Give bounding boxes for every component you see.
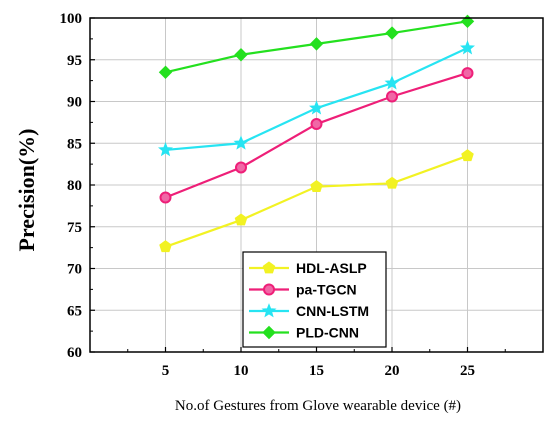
series-cnn-lstm — [158, 40, 475, 157]
y-tick-label: 80 — [67, 178, 82, 194]
legend-label: pa-TGCN — [296, 282, 357, 298]
data-point — [460, 40, 475, 55]
x-tick-label: 5 — [162, 363, 170, 379]
y-axis-label: Precision(%) — [14, 128, 39, 251]
data-point — [386, 90, 398, 103]
data-point — [461, 67, 474, 80]
data-point — [233, 135, 249, 150]
y-tick-label: 65 — [67, 303, 82, 319]
data-point — [159, 191, 172, 204]
y-tick-label: 95 — [67, 53, 82, 69]
legend-marker — [261, 303, 277, 318]
x-tick-label: 25 — [460, 363, 475, 379]
data-point — [234, 48, 248, 62]
data-point — [158, 142, 173, 157]
data-point — [461, 149, 474, 162]
data-point — [235, 161, 247, 174]
legend-item: PLD-CNN — [249, 325, 359, 341]
data-point — [310, 118, 323, 131]
data-point — [385, 26, 399, 40]
legend-marker — [262, 261, 276, 274]
data-point — [234, 213, 248, 226]
x-tick-label: 20 — [385, 363, 400, 379]
data-point — [309, 37, 324, 51]
x-tick-label: 10 — [234, 363, 249, 379]
x-axis-label: No.of Gestures from Glove wearable devic… — [175, 398, 461, 414]
y-tick-label: 100 — [60, 11, 83, 27]
data-point — [159, 240, 172, 253]
series-pa-tgcn — [159, 67, 474, 204]
y-tick-label: 75 — [67, 220, 82, 236]
x-tick-label: 15 — [309, 363, 324, 379]
legend-item: HDL-ASLP — [249, 260, 367, 276]
data-point — [460, 14, 475, 29]
legend-item: CNN-LSTM — [249, 303, 369, 319]
legend: HDL-ASLP pa-TGCN CNN-LSTM PLD-CNN — [242, 251, 387, 348]
legend-label: HDL-ASLP — [296, 260, 367, 276]
data-point — [385, 176, 399, 189]
series-layer — [158, 14, 475, 253]
series-hdl-aslp — [159, 149, 474, 253]
legend-marker — [262, 325, 276, 340]
y-tick-label: 85 — [67, 136, 82, 152]
legend-item: pa-TGCN — [249, 282, 357, 298]
y-tick-label: 60 — [67, 345, 82, 361]
legend-label: PLD-CNN — [296, 325, 359, 341]
data-point — [309, 100, 324, 115]
data-point — [310, 180, 323, 193]
y-tick-label: 90 — [67, 95, 82, 111]
legend-label: CNN-LSTM — [296, 303, 369, 319]
axis-ticks: 60 65 70 75 80 85 90 95 100 5 10 15 20 25 — [60, 11, 506, 379]
legend-marker — [263, 283, 275, 296]
y-tick-label: 70 — [67, 262, 82, 278]
data-point — [158, 65, 173, 79]
data-point — [384, 75, 400, 90]
